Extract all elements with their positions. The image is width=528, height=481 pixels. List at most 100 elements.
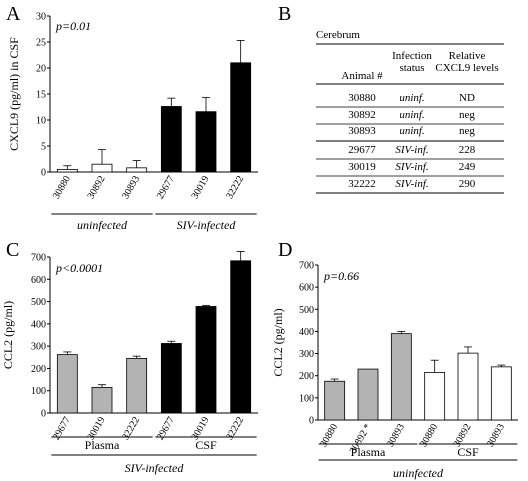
table-cell-animal: 30893 — [348, 125, 376, 137]
chart-c-bar — [160, 343, 182, 414]
table-cell-level: neg — [459, 109, 475, 121]
chart-a-ytick-label: 10 — [36, 116, 46, 127]
chart-a-bar — [56, 168, 78, 173]
table-rows: 30880 uninf. ND 30892 uninf. neg 30893 uninf. ne… — [316, 92, 504, 194]
chart-c-ytick-label: 0 — [41, 409, 46, 420]
table-cell-status: uninf. — [399, 92, 424, 104]
chart-d-ytick-label: 100 — [299, 393, 314, 404]
table-cell-animal: 30892 — [348, 109, 376, 121]
chart-d-bar — [457, 352, 479, 421]
chart-a-xtick-label: 29677 — [155, 174, 177, 201]
table-cell-animal: 30019 — [348, 161, 376, 173]
chart-c-xtick-label: 29677 — [51, 415, 73, 442]
chart-c-ytick-label: 700 — [31, 253, 46, 264]
chart-a-bar — [160, 106, 182, 173]
table-cell-status: uninf. — [399, 125, 424, 137]
chart-c-ytick-label: 100 — [31, 386, 46, 397]
chart-c: 0 100 200 300 400 500 600 700 CCL2 (pg/ml) p<0.00… — [1, 251, 258, 475]
chart-a: 0 5 10 15 20 25 30 CXCL9 (pg/ml) in CSF p=0.01 30… — [7, 12, 258, 232]
chart-d-ytick-label: 700 — [299, 261, 314, 272]
chart-a-ytick-label: 30 — [36, 12, 46, 23]
chart-d-bar — [357, 368, 379, 421]
chart-d-bar — [390, 333, 412, 421]
chart-a-bar — [230, 62, 252, 173]
chart-d-group-label: Plasma — [351, 445, 386, 459]
table-header-status-2: status — [399, 62, 424, 74]
table-header-level-1: Relative — [449, 50, 486, 62]
chart-a-ytick-label: 5 — [41, 142, 46, 153]
chart-a-xtick-label: 32222 — [224, 174, 246, 201]
panel-letter-c: C — [6, 239, 19, 261]
table-cell-status: SIV-inf. — [395, 144, 428, 156]
chart-d-ytick-label: 400 — [299, 327, 314, 338]
chart-d-xtick-label: 30880 — [318, 422, 340, 449]
chart-d-ytick-label: 200 — [299, 371, 314, 382]
chart-d-xtick-label: 30893 — [385, 422, 407, 449]
table-cell-animal: 29677 — [348, 144, 376, 156]
panel-letter-d: D — [278, 239, 292, 261]
chart-c-group-label: Plasma — [85, 438, 120, 452]
table-cell-status: SIV-inf. — [395, 161, 428, 173]
panel-letter-b: B — [278, 3, 291, 25]
chart-a-group-label: SIV-infected — [177, 218, 237, 232]
chart-d-ytick-label: 600 — [299, 283, 314, 294]
chart-a-xtick-label: 30019 — [190, 174, 212, 201]
chart-d-ytick-label: 300 — [299, 349, 314, 360]
panel-letter-a: A — [6, 3, 21, 25]
table-cell-level: 249 — [459, 161, 476, 173]
chart-d-bar — [324, 380, 346, 421]
chart-a-group-label: uninfected — [77, 218, 128, 232]
chart-c-ylabel: CCL2 (pg/ml) — [1, 301, 15, 369]
chart-d-ylabel: CCL2 (pg/ml) — [271, 308, 285, 376]
chart-a-xtick-label: 30893 — [120, 174, 142, 201]
chart-c-bar — [91, 386, 113, 414]
table-b: Cerebrum Animal # Infection status Relat… — [316, 29, 504, 194]
chart-c-ytick-label: 200 — [31, 364, 46, 375]
table-cell-level: 290 — [459, 178, 476, 190]
chart-d-pvalue: p=0.66 — [323, 269, 359, 283]
chart-d-bar — [490, 366, 512, 421]
table-cell-animal: 30880 — [348, 92, 376, 104]
chart-d-ytick-label: 0 — [309, 416, 314, 427]
chart-c-footer-label: SIV-infected — [125, 461, 185, 475]
chart-d: 0 100 200 300 400 500 600 700 CCL2 (pg/ml) p=0.66… — [271, 261, 518, 480]
chart-c-xtick-label: 29677 — [155, 415, 177, 442]
table-cell-status: uninf. — [399, 109, 424, 121]
chart-a-bar — [195, 111, 217, 173]
chart-c-bar — [230, 260, 252, 414]
chart-a-ytick-label: 25 — [36, 38, 46, 49]
chart-d-group-label: CSF — [457, 445, 479, 459]
table-header-level-2: CXCL9 levels — [435, 62, 498, 74]
table-cell-level: neg — [459, 125, 475, 137]
table-cell-status: SIV-inf. — [395, 178, 428, 190]
chart-c-xtick-label: 32222 — [224, 415, 246, 442]
chart-d-footer-label: uninfected — [393, 466, 444, 480]
chart-c-ytick-label: 600 — [31, 275, 46, 286]
chart-c-bar — [56, 354, 78, 414]
chart-c-xtick-label: 32222 — [120, 415, 142, 442]
chart-a-pvalue: p=0.01 — [55, 19, 91, 33]
chart-a-ylabel: CXCL9 (pg/ml) in CSF — [7, 37, 21, 151]
chart-c-ytick-label: 400 — [31, 319, 46, 330]
chart-d-bar — [424, 371, 446, 421]
chart-c-pvalue: p<0.0001 — [55, 261, 103, 275]
chart-a-xtick-label: 30892 — [86, 174, 108, 201]
table-cell-animal: 32222 — [348, 178, 376, 190]
table-title: Cerebrum — [316, 29, 360, 41]
chart-c-group-label: CSF — [195, 438, 217, 452]
chart-d-ytick-label: 500 — [299, 305, 314, 316]
chart-c-ytick-label: 500 — [31, 297, 46, 308]
chart-a-bar — [91, 163, 113, 173]
table-header-animal: Animal # — [341, 70, 383, 82]
chart-a-bar — [126, 167, 148, 173]
chart-c-ytick-label: 300 — [31, 342, 46, 353]
table-cell-level: ND — [459, 92, 475, 104]
chart-a-ytick-label: 20 — [36, 64, 46, 75]
table-cell-level: 228 — [459, 144, 476, 156]
chart-a-ytick-label: 15 — [36, 90, 46, 101]
chart-a-xtick-label: 30880 — [51, 174, 73, 201]
chart-c-bar — [126, 357, 148, 414]
chart-d-xtick-label: 30880 — [418, 422, 440, 449]
table-header-status-1: Infection — [392, 50, 432, 62]
